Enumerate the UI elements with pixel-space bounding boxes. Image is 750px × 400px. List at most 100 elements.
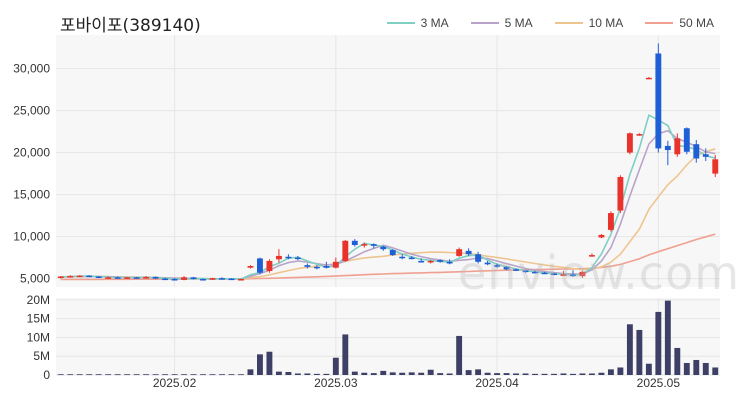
volume-bar — [57, 374, 64, 376]
candle-body — [76, 275, 83, 278]
volume-bar — [465, 370, 472, 375]
volume-bar — [513, 373, 519, 375]
candle-body — [551, 273, 557, 276]
volume-bar — [133, 374, 140, 376]
price-plot-area — [56, 35, 720, 287]
volume-tick-label: 10M — [27, 330, 50, 344]
candle-body — [702, 154, 709, 157]
candle-body — [323, 266, 330, 268]
volume-bar — [418, 372, 425, 375]
volume-bar — [503, 373, 510, 375]
volume-bar — [522, 373, 529, 375]
candle-body — [399, 256, 406, 259]
candle-body — [228, 278, 235, 281]
legend-swatch-ma5 — [470, 22, 499, 24]
candle-body — [532, 271, 538, 274]
candle-body — [560, 274, 567, 276]
candle-body — [503, 266, 510, 270]
volume-tick-label: 20M — [27, 293, 50, 307]
candle-body — [522, 270, 529, 273]
candle-body — [617, 176, 624, 211]
volume-bar — [645, 363, 652, 375]
candle-body — [332, 261, 339, 268]
volume-bar — [674, 347, 681, 375]
candle-body — [674, 138, 681, 155]
volume-bar — [313, 373, 320, 375]
candle-body — [389, 250, 396, 256]
candle-body — [95, 276, 102, 278]
x-tick-label: 2025.05 — [637, 376, 681, 390]
volume-bar — [541, 373, 548, 375]
candle-body — [589, 255, 595, 257]
legend-swatch-ma50 — [645, 22, 674, 24]
chart-legend: 3 MA 5 MA 10 MA 50 MA — [365, 16, 714, 30]
y-tick-label: 20,000 — [13, 146, 50, 160]
candle-body — [598, 234, 605, 238]
candle-body — [427, 260, 434, 263]
watermark: enview.com — [458, 246, 741, 300]
candle-body — [693, 144, 700, 159]
volume-bar — [332, 357, 339, 375]
volume-bar — [617, 367, 624, 375]
candle-body — [114, 277, 121, 279]
volume-bar — [238, 374, 244, 376]
candle-body — [162, 278, 169, 281]
candle-body — [171, 279, 178, 281]
candle-body — [626, 133, 633, 153]
volume-bar — [67, 374, 74, 376]
candle-body — [57, 276, 64, 278]
candle-body — [124, 277, 131, 279]
candle-body — [437, 260, 444, 262]
volume-bar — [351, 371, 358, 375]
volume-bar — [399, 372, 406, 375]
volume-bar — [683, 362, 690, 375]
volume-bar — [712, 367, 719, 375]
candle-body — [570, 274, 576, 277]
volume-bar — [266, 351, 273, 375]
candle-body — [342, 240, 349, 261]
candle-body — [67, 276, 74, 278]
candle-body — [484, 262, 491, 265]
candle-body — [636, 134, 643, 136]
volume-bar — [437, 373, 444, 375]
candle-body — [475, 254, 482, 262]
volume-bar — [589, 373, 595, 375]
legend-label-ma50: 50 MA — [679, 16, 714, 30]
volume-bar — [209, 374, 216, 376]
volume-plot-area — [56, 298, 720, 375]
legend-item-ma5[interactable]: 5 MA — [470, 16, 533, 30]
y-tick-label: 30,000 — [13, 62, 50, 76]
candle-body — [266, 260, 273, 272]
volume-bar — [664, 300, 671, 375]
volume-bar — [181, 374, 187, 376]
candle-body — [143, 276, 150, 279]
candle-body — [494, 265, 501, 267]
legend-label-ma5: 5 MA — [504, 16, 533, 30]
volume-bar — [626, 324, 633, 375]
volume-bar — [702, 362, 709, 375]
candle-body — [607, 213, 614, 230]
volume-bar — [76, 374, 83, 376]
volume-bar — [162, 374, 169, 376]
volume-bar — [380, 370, 387, 375]
volume-bar — [228, 374, 235, 376]
candle-body — [683, 128, 690, 152]
candle-body — [313, 266, 320, 269]
candle-body — [219, 278, 225, 280]
volume-bar — [361, 372, 368, 375]
legend-label-ma10: 10 MA — [588, 16, 624, 30]
chart-title: 포바이포(389140) — [60, 16, 201, 36]
candle-body — [351, 240, 358, 245]
legend-item-ma3[interactable]: 3 MA — [386, 16, 449, 30]
candle-body — [294, 257, 301, 260]
legend-item-ma50[interactable]: 50 MA — [645, 16, 714, 30]
volume-bar — [494, 373, 501, 375]
candle-body — [257, 258, 263, 273]
legend-item-ma10[interactable]: 10 MA — [554, 16, 624, 30]
volume-bar — [389, 372, 396, 375]
y-tick-label: 25,000 — [13, 104, 50, 118]
y-tick-label: 15,000 — [13, 188, 50, 202]
volume-tick-label: 0 — [43, 368, 50, 382]
volume-bar — [342, 334, 349, 375]
